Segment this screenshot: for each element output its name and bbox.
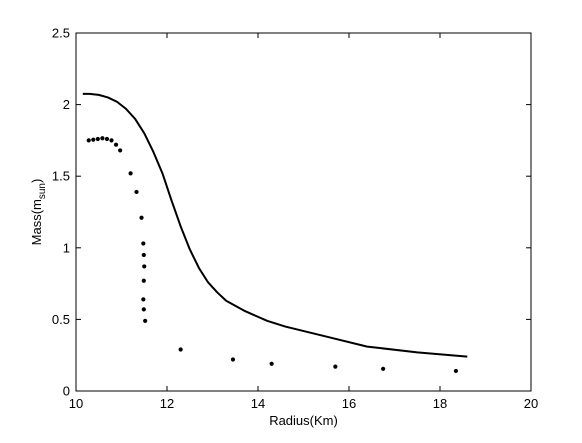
data-point-1-16	[141, 307, 146, 312]
label-layer: 10 12 14 16 18 20 0 0.5 1 1.5 2 2.5 Radius(Km) Mass(m…	[29, 26, 538, 429]
data-point-1-15	[141, 297, 146, 302]
data-point-1-13	[142, 264, 147, 269]
y-tick-label-2: 1	[63, 240, 70, 255]
y-tick-label-4: 2	[63, 97, 70, 112]
data-point-1-1	[91, 137, 96, 142]
data-point-1-12	[141, 252, 146, 258]
data-point-1-20	[269, 361, 274, 366]
y-tick-label-1: 0.5	[52, 312, 70, 327]
data-point-1-10	[139, 215, 144, 220]
plot-layer	[82, 92, 468, 374]
data-point-1-18	[178, 347, 183, 352]
y-axis-label-subscript: sun	[37, 183, 48, 199]
data-point-1-23	[453, 368, 459, 374]
x-tick-label-3: 16	[342, 396, 356, 411]
x-tick-label-2: 14	[251, 396, 265, 411]
data-point-1-4	[104, 136, 110, 142]
data-point-1-9	[134, 189, 139, 195]
x-tick-label-0: 10	[69, 396, 83, 411]
x-tick-label-5: 20	[524, 396, 538, 411]
data-point-1-0	[86, 138, 91, 143]
data-point-1-5	[109, 138, 114, 143]
data-point-1-17	[143, 318, 148, 323]
y-axis-label: Mass(msun)	[29, 179, 48, 246]
x-axis-label: Radius(Km)	[269, 413, 338, 428]
series-line-0	[82, 92, 468, 358]
data-point-1-19	[230, 357, 236, 362]
data-point-1-7	[118, 148, 123, 153]
data-point-1-8	[128, 171, 133, 176]
data-point-1-2	[95, 136, 100, 142]
data-point-1-11	[141, 241, 146, 246]
axes-frame	[75, 32, 532, 392]
x-tick-label-1: 12	[160, 396, 174, 411]
y-tick-label-5: 2.5	[52, 26, 70, 41]
y-axis-label-suffix: )	[29, 179, 44, 183]
data-point-1-6	[113, 142, 119, 147]
data-point-1-21	[333, 364, 338, 369]
y-axis-label-base: Mass(m	[29, 199, 44, 245]
data-point-1-22	[381, 366, 386, 371]
y-tick-label-0: 0	[63, 384, 70, 399]
data-point-1-3	[100, 136, 105, 141]
y-tick-label-3: 1.5	[52, 169, 70, 184]
x-tick-label-4: 18	[433, 396, 447, 411]
data-point-1-14	[141, 278, 146, 283]
